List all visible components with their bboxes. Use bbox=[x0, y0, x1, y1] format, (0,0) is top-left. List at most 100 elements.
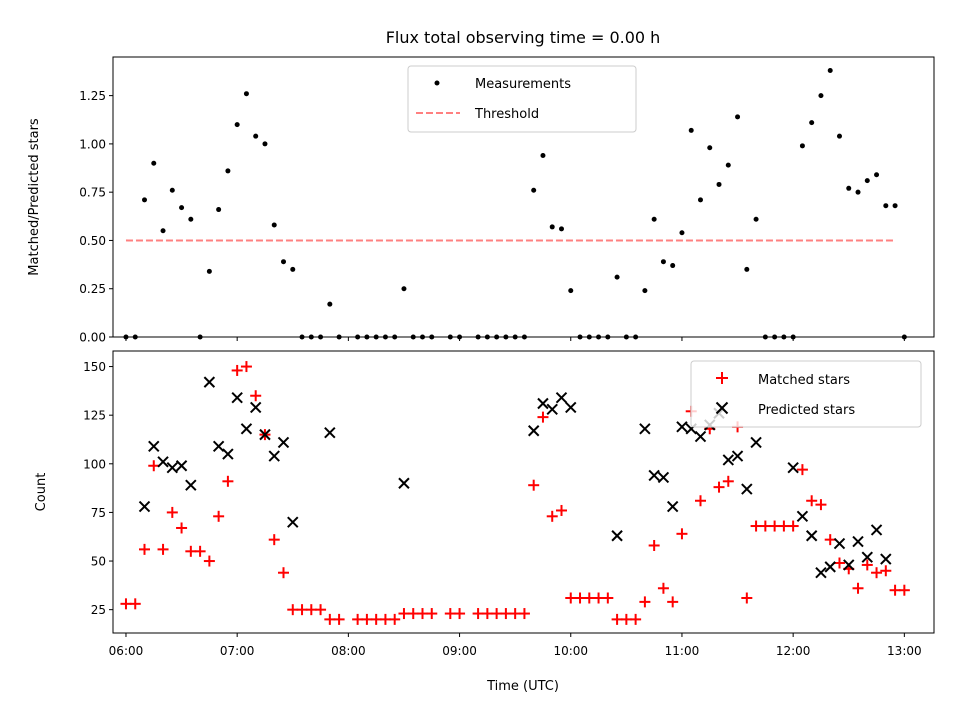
matched-stars-point bbox=[787, 520, 799, 532]
matched-stars-point bbox=[222, 475, 234, 487]
measurements-point bbox=[234, 122, 240, 128]
matched-stars-point bbox=[565, 592, 577, 604]
matched-stars-point bbox=[240, 361, 252, 373]
measurements-point bbox=[707, 145, 713, 151]
measurements-point bbox=[735, 114, 741, 120]
measurements-point bbox=[281, 259, 287, 265]
legend-threshold-label: Threshold bbox=[474, 107, 539, 122]
predicted-stars-point bbox=[231, 391, 243, 404]
bottom-y-tick-label: 75 bbox=[91, 506, 106, 520]
predicted-stars-point bbox=[676, 421, 688, 433]
predicted-stars-point bbox=[324, 426, 336, 439]
matched-stars-point bbox=[157, 543, 169, 555]
matched-stars-point bbox=[833, 557, 845, 569]
measurements-point bbox=[243, 91, 249, 97]
predicted-stars-point bbox=[157, 456, 169, 468]
bottom-y-tick-label: 125 bbox=[83, 409, 106, 423]
x-tick-label: 12:00 bbox=[776, 644, 811, 658]
legend-matched-label: Matched stars bbox=[758, 373, 850, 388]
top-y-tick-label: 1.00 bbox=[79, 137, 106, 151]
measurements-point bbox=[892, 203, 898, 209]
predicted-stars-point bbox=[148, 440, 160, 453]
x-axis-label: Time (UTC) bbox=[486, 679, 559, 694]
predicted-stars-point bbox=[796, 510, 809, 523]
legend-measurements-label: Measurements bbox=[475, 77, 571, 92]
top-y-tick-label: 0.00 bbox=[79, 331, 106, 345]
measurements-point bbox=[874, 172, 880, 178]
predicted-stars-point bbox=[611, 530, 623, 542]
matched-stars-point bbox=[148, 460, 160, 472]
matched-stars-point bbox=[630, 613, 642, 625]
x-tick-label: 13:00 bbox=[887, 644, 922, 658]
matched-stars-point bbox=[203, 555, 215, 567]
measurements-point bbox=[697, 197, 703, 203]
matched-stars-point bbox=[509, 608, 521, 620]
matched-stars-point bbox=[583, 592, 595, 604]
matched-stars-point bbox=[769, 520, 781, 532]
legend-measurements-marker bbox=[434, 80, 440, 86]
predicted-stars-point bbox=[824, 561, 836, 573]
measurements-point bbox=[568, 288, 574, 294]
matched-stars-point bbox=[518, 608, 530, 620]
predicted-stars-point bbox=[852, 535, 864, 548]
matched-stars-point bbox=[278, 567, 290, 579]
matched-stars-point bbox=[481, 608, 493, 620]
top-y-tick-label: 0.25 bbox=[79, 282, 106, 296]
measurements-point bbox=[271, 222, 277, 228]
matched-stars-point bbox=[880, 565, 892, 577]
matched-stars-point bbox=[806, 495, 818, 507]
predicted-stars-point bbox=[565, 401, 577, 414]
matched-stars-point bbox=[426, 608, 438, 620]
predicted-stars-point bbox=[880, 553, 892, 565]
measurements-point bbox=[188, 216, 194, 222]
predicted-stars-point bbox=[787, 461, 799, 474]
measurements-point bbox=[160, 228, 166, 234]
measurements-point bbox=[642, 288, 648, 294]
measurements-point bbox=[151, 160, 157, 166]
matched-stars-point bbox=[648, 539, 660, 551]
matched-stars-point bbox=[620, 613, 632, 625]
matched-stars-point bbox=[194, 545, 206, 557]
matched-stars-point bbox=[333, 613, 345, 625]
matched-stars-point bbox=[287, 604, 299, 616]
x-tick-label: 07:00 bbox=[220, 644, 255, 658]
matched-stars-point bbox=[398, 608, 410, 620]
matched-stars-point bbox=[667, 596, 679, 608]
measurements-point bbox=[660, 259, 666, 265]
top-x-ticks bbox=[125, 337, 905, 341]
top-panel: 0.00 0.25 0.50 0.75 1.00 1.25 Matched/Predict… bbox=[27, 56, 935, 345]
matched-stars-point bbox=[555, 504, 567, 516]
predicted-stars-point bbox=[240, 423, 253, 435]
matched-stars-point bbox=[639, 596, 651, 608]
legend-matched-marker bbox=[716, 372, 728, 384]
measurements-point bbox=[818, 93, 824, 99]
top-y-tick-label: 0.50 bbox=[79, 234, 106, 248]
matched-stars-point bbox=[324, 613, 336, 625]
predicted-stars-point bbox=[843, 559, 855, 571]
matched-stars-point bbox=[889, 584, 901, 596]
matched-stars-point bbox=[657, 582, 669, 594]
measurements-point bbox=[290, 266, 296, 272]
bottom-x-ticks: 06:00 07:00 08:00 09:00 10:00 11:00 12:00 13:00 bbox=[109, 633, 922, 658]
bottom-marks bbox=[120, 361, 910, 625]
matched-stars-point bbox=[741, 592, 753, 604]
predicted-stars-point bbox=[639, 423, 651, 435]
measurements-point bbox=[558, 226, 564, 232]
measurements-point bbox=[253, 133, 259, 139]
legend-predicted-marker bbox=[715, 401, 729, 415]
predicted-stars-point bbox=[833, 537, 846, 550]
x-tick-label: 09:00 bbox=[442, 644, 477, 658]
measurements-point bbox=[216, 207, 222, 213]
predicted-stars-point bbox=[287, 516, 299, 528]
matched-stars-point bbox=[472, 608, 484, 620]
matched-stars-point bbox=[379, 613, 391, 625]
top-legend-box bbox=[407, 65, 637, 133]
matched-stars-point bbox=[574, 592, 586, 604]
x-tick-label: 11:00 bbox=[665, 644, 700, 658]
matched-stars-point bbox=[176, 522, 188, 534]
measurements-point bbox=[549, 224, 555, 230]
measurements-point bbox=[864, 178, 870, 184]
predicted-stars-point bbox=[722, 454, 734, 466]
matched-stars-point bbox=[602, 592, 614, 604]
measurements-point bbox=[827, 68, 833, 74]
